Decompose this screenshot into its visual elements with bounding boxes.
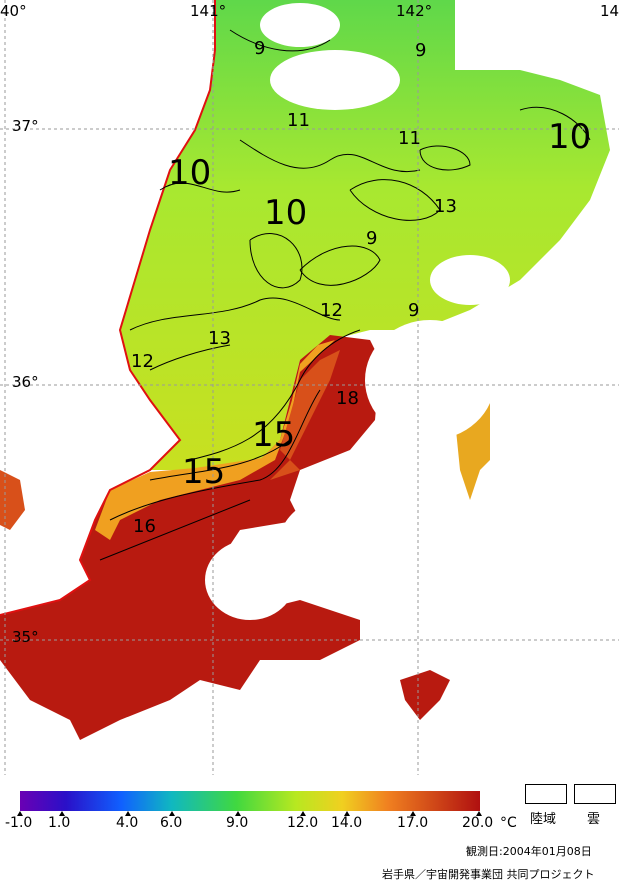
tick-markers — [17, 811, 482, 816]
contour-label: 9 — [366, 228, 378, 249]
scale-tick: 14.0 — [331, 815, 363, 831]
lat-label: 37° — [12, 117, 39, 135]
west-fragment — [0, 470, 25, 530]
scale-tick: 12.0 — [287, 815, 319, 831]
contour-label: 9 — [408, 300, 420, 321]
contour-label: 18 — [336, 388, 359, 409]
color-bar — [20, 791, 480, 811]
contour-label: 12 — [131, 351, 154, 372]
transition-band — [95, 340, 335, 540]
cloud — [260, 3, 340, 47]
orange-band — [270, 350, 340, 480]
scale-tick: 20.0 — [462, 815, 494, 831]
contour-label: 16 — [133, 516, 156, 537]
cloud — [205, 540, 295, 620]
lon-label: 141° — [190, 2, 227, 20]
southeast-island — [400, 670, 450, 720]
scale-tick: 4.0 — [116, 815, 139, 831]
contour-label: 11 — [287, 110, 310, 131]
cloud — [490, 300, 619, 600]
contour-label: 12 — [320, 300, 343, 321]
contour-label: 11 — [398, 128, 421, 149]
contour-label: 13 — [434, 196, 457, 217]
lon-label: 14 — [600, 2, 619, 20]
contour-label: 15 — [252, 415, 296, 455]
contour-label: 10 — [548, 117, 592, 157]
scale-tick: 6.0 — [160, 815, 183, 831]
color-scale — [17, 791, 482, 816]
scale-tick: 17.0 — [397, 815, 429, 831]
cool-water-region — [120, 0, 610, 470]
contour-label: 13 — [208, 328, 231, 349]
lat-label: 36° — [12, 373, 39, 391]
coastline — [0, 0, 216, 616]
cloud — [270, 50, 400, 110]
cloud — [365, 320, 495, 440]
contour-lines — [99, 29, 591, 561]
contour-label: 10 — [264, 193, 308, 233]
scale-tick: 1.0 — [48, 815, 71, 831]
scale-tick: -1.0 — [5, 815, 33, 831]
contour-label: 9 — [254, 38, 266, 59]
sst-map — [0, 0, 619, 775]
cloud — [430, 255, 510, 305]
observation-date: 観測日:2004年01月08日 — [466, 845, 592, 858]
land-swatch — [525, 784, 567, 804]
contour-label: 15 — [182, 452, 226, 492]
scale-tick: 9.0 — [226, 815, 249, 831]
lon-label: 142° — [396, 2, 433, 20]
lon-label: 40° — [0, 2, 27, 20]
contour-label: 9 — [415, 40, 427, 61]
graticule — [0, 0, 619, 775]
lat-label: 35° — [12, 628, 39, 646]
unit-label: °C — [500, 815, 517, 831]
cloud-swatch — [574, 784, 616, 804]
land-label: 陸域 — [530, 812, 557, 827]
credit: 岩手県／宇宙開発事業団 共同プロジェクト — [382, 868, 595, 881]
cloud-label: 雲 — [587, 812, 601, 827]
cloud — [280, 485, 480, 595]
contour-label: 10 — [168, 153, 212, 193]
